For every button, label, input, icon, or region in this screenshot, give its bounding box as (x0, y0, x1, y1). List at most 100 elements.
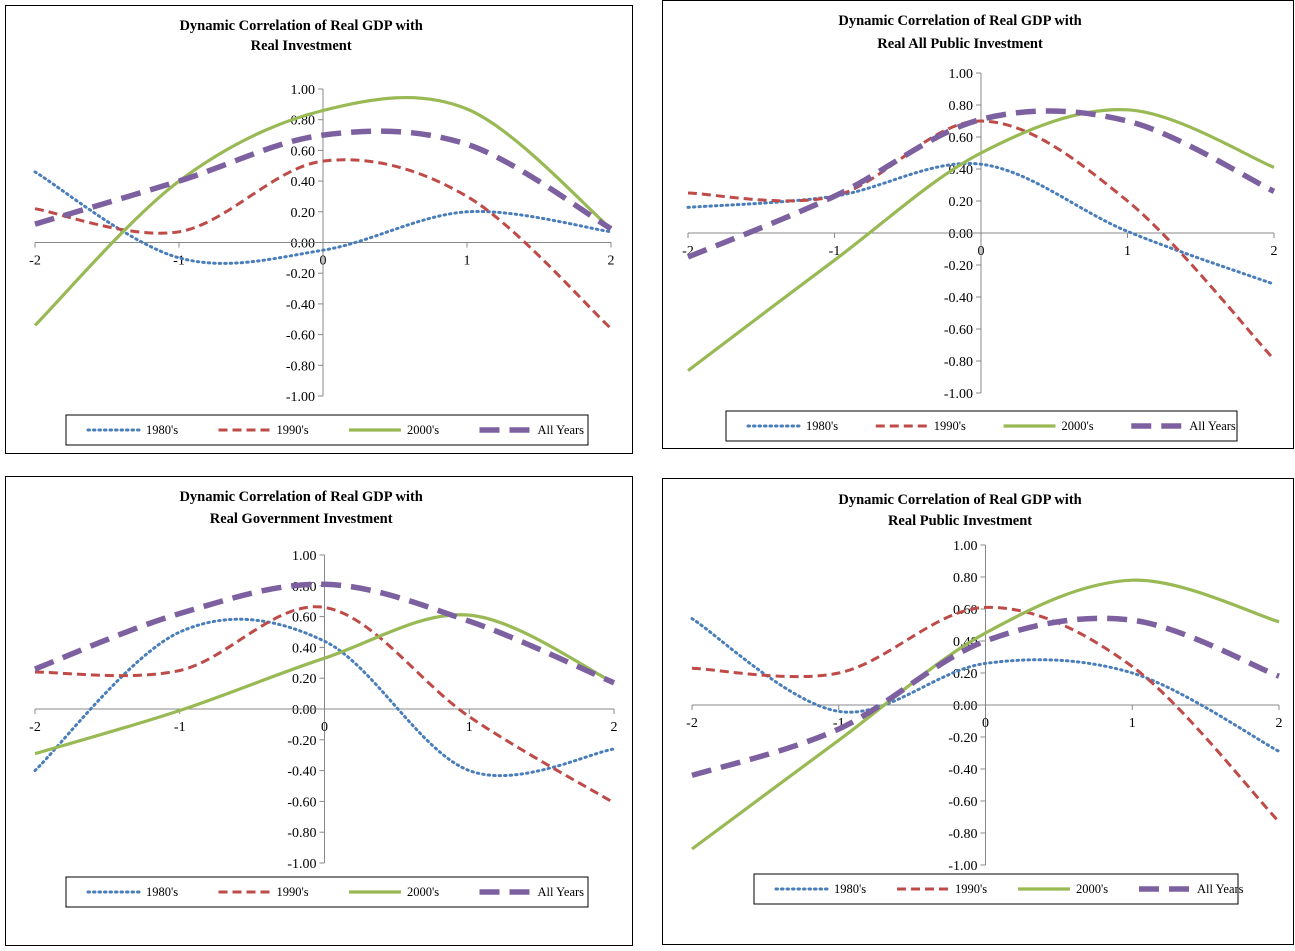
chart-title-line: Dynamic Correlation of Real GDP with (179, 489, 422, 505)
series-line-all-years (34, 128, 613, 232)
legend-box (65, 876, 589, 908)
x-tick-label: -1 (173, 254, 185, 269)
y-tick-label: -0.40 (948, 763, 977, 778)
x-tick-label: -1 (174, 720, 186, 735)
y-tick-label: 0.40 (291, 175, 316, 190)
legend-label-1980-s: 1980's (834, 882, 866, 896)
chart-svg: Dynamic Correlation of Real GDP with Real… (686, 492, 1283, 905)
chart-title-line: Dynamic Correlation of Real GDP with (179, 18, 422, 34)
legend-label-1980-s: 1980's (146, 423, 178, 437)
x-tick-label: 2 (611, 720, 618, 735)
y-tick-label: 0.00 (949, 227, 974, 242)
series-line-2000-s (691, 578, 1280, 851)
y-tick-label: 1.00 (292, 549, 317, 564)
series-line-1990-s (34, 605, 615, 805)
chart-title-line: Dynamic Correlation of Real GDP with (838, 492, 1081, 508)
legend-box (725, 410, 1238, 442)
legend-label-1990-s: 1990's (955, 882, 987, 896)
x-tick-label: 1 (1129, 716, 1136, 731)
y-tick-label: 0.20 (949, 195, 974, 210)
chart-title-line: Real All Public Investment (877, 36, 1043, 52)
y-tick-label: -0.60 (944, 323, 973, 338)
x-tick-label: 2 (1276, 716, 1283, 731)
y-tick-label: -1.00 (944, 387, 973, 402)
series-line-1980-s (690, 617, 1281, 753)
y-tick-label: -0.20 (286, 267, 315, 282)
legend-box (65, 414, 589, 446)
series-line-1990-s (687, 119, 1276, 361)
legend-label-2000-s: 2000's (1062, 419, 1094, 433)
y-tick-label: -1.00 (286, 390, 315, 405)
x-tick-label: 2 (608, 254, 615, 269)
series-line-2000-s (33, 96, 613, 327)
x-tick-label: -1 (829, 244, 841, 259)
y-tick-label: 1.00 (953, 539, 978, 554)
y-tick-label: 0.40 (292, 641, 317, 656)
x-tick-label: -2 (29, 254, 41, 269)
x-tick-label: 1 (1124, 244, 1131, 259)
series-line-2000-s (687, 108, 1275, 372)
chart-title-line: Real Investment (251, 38, 352, 54)
series-line-1990-s (691, 605, 1281, 823)
y-tick-label: 0.00 (292, 703, 317, 718)
x-tick-label: 2 (1271, 244, 1278, 259)
chart-svg: Dynamic Correlation of Real GDP with Real… (29, 489, 618, 908)
chart-title-line: Dynamic Correlation of Real GDP with (838, 13, 1081, 29)
legend-label-1980-s: 1980's (146, 885, 178, 899)
y-tick-label: -0.20 (944, 259, 973, 274)
x-tick-label: 0 (978, 244, 985, 259)
legend-label-1990-s: 1990's (934, 419, 966, 433)
legend-label-2000-s: 2000's (1076, 882, 1108, 896)
y-tick-label: 0.20 (292, 672, 317, 687)
y-tick-label: -0.60 (948, 795, 977, 810)
x-tick-label: -2 (686, 716, 698, 731)
legend-label-2000-s: 2000's (407, 885, 439, 899)
y-tick-label: 0.80 (949, 99, 974, 114)
x-tick-label: 0 (321, 720, 328, 735)
legend-label-all-years: All Years (538, 885, 585, 899)
x-tick-label: -1 (833, 716, 845, 731)
legend-label-all-years: All Years (1197, 882, 1244, 896)
y-tick-label: 1.00 (949, 67, 974, 82)
y-tick-label: 0.00 (291, 237, 316, 252)
y-tick-label: -0.40 (287, 765, 316, 780)
y-tick-label: 0.60 (291, 144, 316, 159)
y-tick-label: 0.80 (953, 571, 978, 586)
y-tick-label: -0.80 (948, 827, 977, 842)
x-tick-label: -2 (29, 720, 41, 735)
x-tick-label: 0 (320, 254, 327, 269)
x-tick-label: -2 (682, 244, 694, 259)
series-line-all-years (34, 581, 616, 686)
y-tick-label: -1.00 (287, 857, 316, 872)
y-tick-label: -0.20 (948, 731, 977, 746)
y-tick-label: -0.60 (287, 795, 316, 810)
x-tick-label: 0 (982, 716, 989, 731)
y-tick-label: -0.40 (286, 298, 315, 313)
chart-panel-real-public-investment: Dynamic Correlation of Real GDP with Real… (662, 478, 1294, 945)
y-tick-label: -1.00 (948, 859, 977, 874)
chart-title-line: Real Government Investment (210, 511, 393, 527)
chart-panel-real-investment: Dynamic Correlation of Real GDP with Real… (5, 5, 633, 454)
y-tick-label: 0.60 (292, 611, 317, 626)
series-line-2000-s (34, 613, 615, 756)
legend-label-1990-s: 1990's (277, 423, 309, 437)
legend-label-2000-s: 2000's (407, 423, 439, 437)
y-tick-label: -0.80 (944, 355, 973, 370)
chart-panel-real-government-investment: Dynamic Correlation of Real GDP with Real… (5, 476, 633, 946)
y-tick-label: -0.20 (287, 734, 316, 749)
y-tick-label: 0.20 (291, 206, 316, 221)
series-line-all-years (691, 615, 1280, 779)
y-tick-label: -0.80 (286, 359, 315, 374)
y-tick-label: -0.60 (286, 329, 315, 344)
legend-label-1990-s: 1990's (277, 885, 309, 899)
series-line-1990-s (34, 158, 613, 330)
y-tick-label: 0.60 (949, 131, 974, 146)
y-tick-label: -0.40 (944, 291, 973, 306)
legend-label-all-years: All Years (1189, 419, 1236, 433)
chart-svg: Dynamic Correlation of Real GDP with Real… (682, 13, 1278, 442)
y-tick-label: 0.00 (953, 699, 978, 714)
y-tick-label: -0.80 (287, 826, 316, 841)
chart-panel-real-all-public-investment: Dynamic Correlation of Real GDP with Real… (662, 0, 1294, 449)
chart-title-line: Real Public Investment (888, 513, 1032, 529)
x-tick-label: 1 (466, 720, 473, 735)
